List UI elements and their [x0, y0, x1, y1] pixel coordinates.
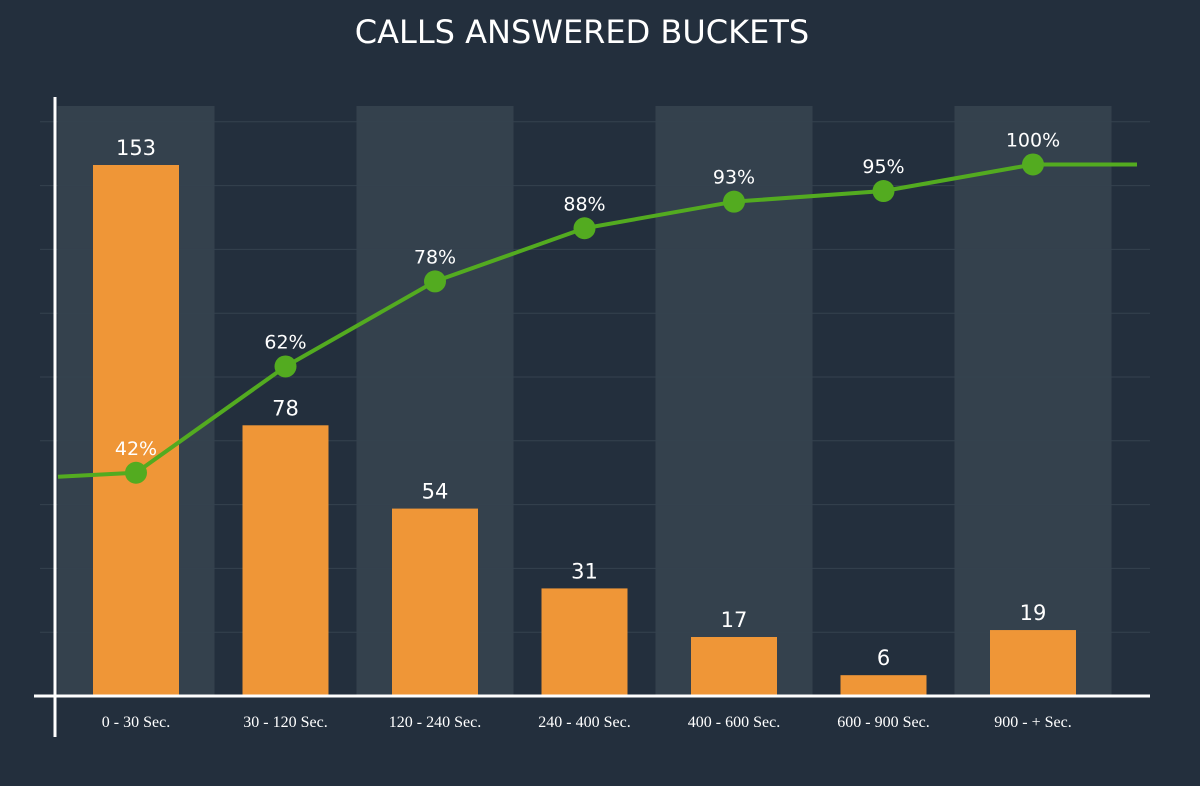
- chart-title: CALLS ANSWERED BUCKETS: [355, 13, 809, 51]
- bar-series: [93, 165, 1076, 696]
- x-tick-label: 240 - 400 Sec.: [538, 714, 630, 731]
- line-value-label: 42%: [115, 438, 157, 460]
- cumulative-line-series: 42% 62% 78% 88% 93% 95% 100%: [57, 129, 1137, 484]
- bar-value-label: 19: [1020, 601, 1047, 625]
- bar: [691, 637, 777, 696]
- x-tick-label: 600 - 900 Sec.: [837, 714, 929, 731]
- bar-value-label: 78: [272, 396, 299, 420]
- line-point: [125, 461, 147, 484]
- bar: [840, 675, 927, 696]
- column-band: [954, 106, 1112, 696]
- x-tick-label: 30 - 120 Sec.: [243, 714, 327, 731]
- line-point: [424, 270, 446, 293]
- bar-value-label: 17: [721, 608, 748, 632]
- bar: [990, 630, 1076, 696]
- bar: [93, 165, 179, 696]
- line-value-label: 88%: [563, 193, 605, 215]
- x-tick-labels: 0 - 30 Sec. 30 - 120 Sec. 120 - 240 Sec. 24…: [102, 714, 1072, 731]
- line-point: [274, 355, 297, 378]
- line-value-label: 100%: [1006, 129, 1060, 151]
- bar: [392, 508, 478, 696]
- line-point: [1022, 153, 1044, 176]
- line-point: [723, 190, 745, 213]
- x-tick-label: 400 - 600 Sec.: [688, 714, 780, 731]
- axes: [34, 97, 1150, 737]
- line-value-label: 93%: [713, 167, 755, 189]
- line-point: [573, 217, 596, 240]
- bar-value-label: 31: [571, 559, 598, 583]
- x-tick-label: 900 - + Sec.: [994, 714, 1071, 731]
- line-point: [872, 180, 895, 203]
- bar: [541, 588, 628, 696]
- bar: [242, 425, 329, 696]
- bar-value-label: 153: [116, 136, 156, 160]
- line-value-label: 78%: [414, 246, 456, 268]
- bar-value-labels: 153 78 54 31 17 6 19: [116, 136, 1046, 670]
- x-tick-label: 0 - 30 Sec.: [102, 714, 170, 731]
- bar-value-label: 54: [422, 480, 449, 504]
- line-value-label: 62%: [264, 331, 306, 353]
- bar-value-label: 6: [877, 646, 890, 670]
- x-tick-label: 120 - 240 Sec.: [389, 714, 481, 731]
- line-value-label: 95%: [862, 156, 904, 178]
